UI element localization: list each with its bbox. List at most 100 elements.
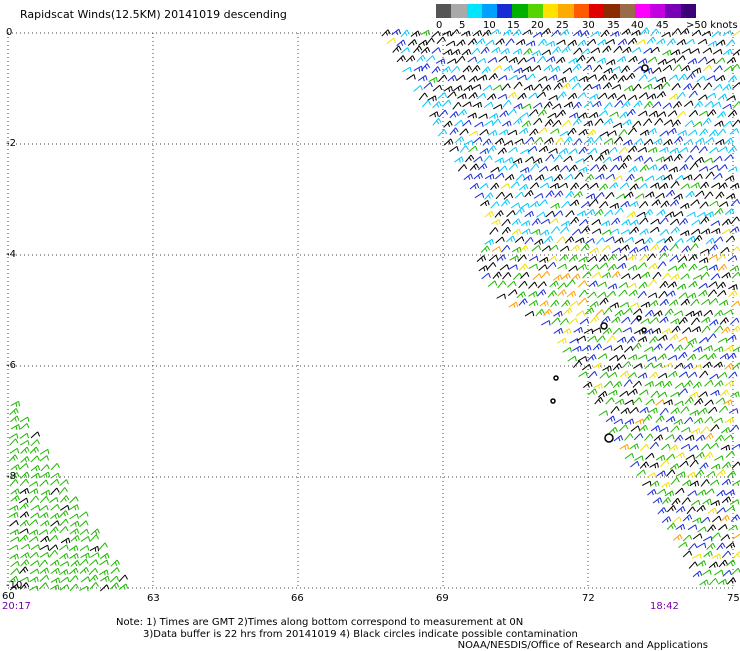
wind-barb — [618, 76, 626, 83]
wind-barb — [733, 50, 740, 56]
wind-barb — [636, 40, 645, 45]
wind-barb — [698, 95, 707, 100]
wind-barb — [627, 73, 635, 80]
wind-barb — [483, 85, 492, 91]
wind-barb — [652, 102, 661, 108]
wind-barb — [692, 554, 701, 559]
wind-barb — [650, 463, 659, 468]
wind-barb — [470, 183, 479, 189]
wind-barb — [534, 193, 543, 198]
wind-barb — [570, 200, 579, 206]
wind-barb — [546, 57, 555, 63]
wind-barb — [660, 229, 669, 235]
wind-barb — [705, 489, 714, 495]
wind-barb — [568, 356, 577, 361]
wind-barb — [512, 229, 521, 235]
wind-barb — [51, 568, 60, 574]
wind-barb — [719, 147, 728, 152]
wind-barb — [733, 347, 740, 352]
wind-barb — [31, 432, 40, 438]
wind-barb — [661, 444, 670, 450]
wind-barb — [727, 335, 736, 341]
wind-barb — [647, 357, 656, 362]
wind-barb — [568, 93, 577, 99]
wind-barb — [628, 265, 637, 271]
wind-barb — [470, 164, 478, 171]
wind-barb — [448, 75, 457, 81]
wind-barb — [730, 266, 739, 272]
wind-barb — [474, 173, 483, 179]
wind-barb — [524, 85, 533, 90]
wind-barb — [20, 433, 29, 438]
wind-barb — [728, 110, 736, 117]
wind-barb — [20, 503, 29, 510]
wind-barb — [544, 309, 552, 316]
wind-barb — [432, 48, 441, 54]
wind-barb — [728, 256, 737, 262]
wind-barb — [644, 209, 652, 216]
wind-barb — [461, 31, 470, 36]
wind-barb — [573, 118, 581, 125]
wind-barb — [624, 380, 632, 387]
wind-barb — [629, 290, 638, 296]
wind-barb — [550, 183, 559, 188]
wind-barb — [730, 183, 739, 189]
wind-barb — [615, 101, 623, 108]
wind-barb — [550, 281, 559, 287]
wind-barb — [595, 397, 603, 404]
wind-barb — [721, 247, 730, 253]
wind-barb — [542, 50, 551, 55]
wind-barb — [651, 391, 660, 397]
wind-barb — [89, 560, 98, 566]
wind-barb — [515, 237, 524, 243]
wind-barb — [541, 271, 549, 278]
wind-barb — [492, 119, 500, 126]
wind-barb — [481, 47, 489, 54]
wind-barb — [91, 529, 100, 535]
wind-barb — [688, 338, 697, 343]
wind-barb — [509, 265, 518, 270]
wind-barb — [490, 227, 498, 234]
wind-barb — [677, 56, 686, 62]
wind-barb — [680, 231, 689, 236]
wind-barb — [558, 92, 566, 99]
wind-barb — [530, 129, 538, 136]
wind-barb — [696, 435, 705, 441]
wind-barb — [669, 445, 678, 451]
wind-barb — [499, 130, 508, 136]
wind-barb — [583, 84, 592, 90]
wind-barb — [709, 578, 717, 585]
wind-barb — [580, 319, 589, 325]
wind-barb — [487, 94, 496, 100]
wind-barb — [697, 527, 706, 532]
wind-barb — [652, 328, 661, 334]
wind-barb — [517, 292, 526, 298]
wind-barb — [718, 524, 727, 530]
wind-barb — [652, 200, 661, 206]
wind-barb — [20, 417, 29, 422]
wind-barb — [31, 473, 40, 479]
wind-barb — [724, 66, 733, 72]
wind-barb — [700, 249, 709, 254]
wind-barb — [645, 381, 654, 386]
wind-barb — [730, 227, 739, 233]
wind-barb — [679, 317, 687, 324]
wind-barb — [59, 545, 68, 550]
wind-barb — [535, 175, 544, 181]
wind-barb — [533, 274, 542, 280]
wind-barb — [99, 560, 108, 565]
wind-barb — [485, 193, 493, 200]
wind-barb — [498, 94, 507, 99]
wind-barb — [490, 183, 498, 190]
wind-barb — [504, 157, 513, 163]
island-outline — [605, 434, 613, 442]
wind-barb — [625, 419, 634, 425]
wind-barb — [530, 164, 538, 171]
wind-barb — [515, 139, 524, 144]
wind-barb — [679, 337, 688, 342]
wind-barb — [690, 146, 698, 153]
wind-barb — [678, 542, 687, 547]
wind-barb — [671, 50, 680, 56]
wind-barb — [697, 505, 706, 511]
wind-barb — [428, 96, 437, 101]
